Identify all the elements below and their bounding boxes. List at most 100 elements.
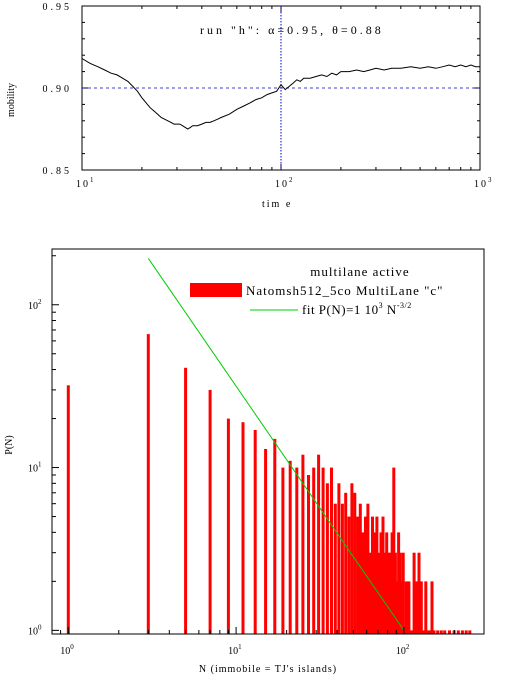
island-bars <box>66 334 472 634</box>
island-bar <box>375 516 379 634</box>
island-bar <box>146 334 150 634</box>
legend: multilane active Natomsh512_5co MultiLan… <box>190 264 443 317</box>
island-bar <box>379 532 383 634</box>
island-x-tick-label: 100 <box>60 643 74 657</box>
island-bar <box>368 552 372 634</box>
mobility-chart: 0.95 0.90 0.85 101 102 103 run "h": α=0.95, … <box>6 2 494 210</box>
island-bar <box>321 467 325 634</box>
fit-line <box>147 258 405 631</box>
island-bar <box>373 532 377 634</box>
island-bar <box>317 454 321 634</box>
island-bar <box>392 467 396 634</box>
island-bar <box>424 581 428 634</box>
island-bar <box>436 630 440 634</box>
island-bar <box>340 503 344 634</box>
mobility-series-line <box>81 58 480 130</box>
island-bar <box>397 532 401 634</box>
island-x-axis-label: N (immobile = TJ's islands) <box>199 664 337 675</box>
island-bar <box>366 503 370 634</box>
island-bar <box>344 492 348 634</box>
island-bar <box>253 430 257 634</box>
island-bar <box>208 389 212 634</box>
legend-label-bars: Natomsh512_5co MultiLane "c" <box>246 283 443 298</box>
mobility-x-tick-label: 102 <box>275 176 295 190</box>
island-bar <box>241 422 245 634</box>
island-bar <box>66 385 70 634</box>
island-bar <box>422 630 426 634</box>
island-bar <box>226 418 230 634</box>
island-bar <box>325 483 329 634</box>
island-x-tick-label: 102 <box>396 643 410 657</box>
island-bar <box>356 516 360 634</box>
legend-label-fit: fit P(N)=1 103 N-3/2 <box>302 301 412 317</box>
mobility-x-tick-label: 103 <box>474 176 494 190</box>
island-bar <box>350 483 354 634</box>
mobility-y-axis-label: mobility <box>6 83 17 117</box>
island-plot-frame <box>51 248 485 635</box>
island-bar <box>361 532 365 634</box>
island-bar <box>333 503 337 634</box>
mobility-y-tick-label: 0.90 <box>43 84 73 95</box>
island-bar <box>415 581 419 634</box>
island-bar <box>430 581 434 634</box>
island-y-axis-label: P(N) <box>4 435 15 454</box>
island-bar <box>385 532 389 634</box>
island-x-tick-label: 101 <box>228 643 242 657</box>
island-y-tick-label: 101 <box>28 461 42 475</box>
island-bar <box>347 516 351 634</box>
island-bar <box>281 467 285 634</box>
island-bar <box>381 516 385 634</box>
island-bar <box>330 467 333 634</box>
mobility-annotation: run "h": α=0.95, θ=0.88 <box>200 23 384 37</box>
island-bar <box>407 581 411 634</box>
legend-swatch-bars <box>190 283 242 297</box>
island-bar <box>412 552 416 634</box>
island-bar <box>401 552 405 634</box>
island-bar <box>439 630 443 634</box>
island-bar <box>443 630 447 634</box>
island-bar <box>184 367 188 634</box>
island-bar <box>264 449 268 634</box>
mobility-ticks <box>81 5 480 171</box>
island-bar <box>460 630 464 634</box>
island-bar <box>337 483 341 634</box>
island-bar <box>358 503 362 634</box>
mobility-x-axis-label: tim e <box>262 199 292 210</box>
island-x-tick-labels: 100 101 102 <box>60 643 410 657</box>
mobility-y-tick-label: 0.95 <box>43 2 73 13</box>
island-bar <box>383 552 387 634</box>
island-y-tick-label: 100 <box>28 623 42 637</box>
legend-title: multilane active <box>310 264 409 279</box>
island-bar <box>432 630 436 634</box>
island-bar <box>448 630 451 634</box>
island-bar <box>417 552 421 634</box>
island-bar <box>307 475 310 634</box>
island-ticks <box>51 255 485 634</box>
island-bar <box>464 630 468 634</box>
island-y-tick-labels: 102 101 100 <box>28 298 42 638</box>
island-bar <box>426 630 430 634</box>
island-bar <box>387 552 391 634</box>
mobility-x-tick-labels: 101 102 103 <box>76 176 494 190</box>
island-bar <box>393 552 397 634</box>
mobility-x-tick-label: 101 <box>76 176 96 190</box>
island-bar <box>295 467 299 634</box>
island-bar <box>288 460 292 634</box>
island-bar <box>301 454 305 634</box>
island-bar <box>273 438 277 634</box>
island-distribution-chart: 102 101 100 100 101 102 N (immobile = TJ's i… <box>4 248 485 675</box>
island-bar <box>419 581 423 634</box>
mobility-y-tick-label: 0.85 <box>43 166 73 177</box>
island-bar <box>390 532 394 634</box>
island-bar <box>388 552 392 634</box>
island-bar <box>371 516 374 634</box>
island-bar <box>456 630 460 634</box>
island-y-tick-label: 102 <box>28 298 42 312</box>
island-bar <box>410 630 413 634</box>
island-bar <box>353 492 357 634</box>
mobility-y-tick-labels: 0.95 0.90 0.85 <box>43 2 73 177</box>
island-bar <box>404 581 408 634</box>
island-bar <box>312 467 316 634</box>
island-bar <box>428 630 432 634</box>
